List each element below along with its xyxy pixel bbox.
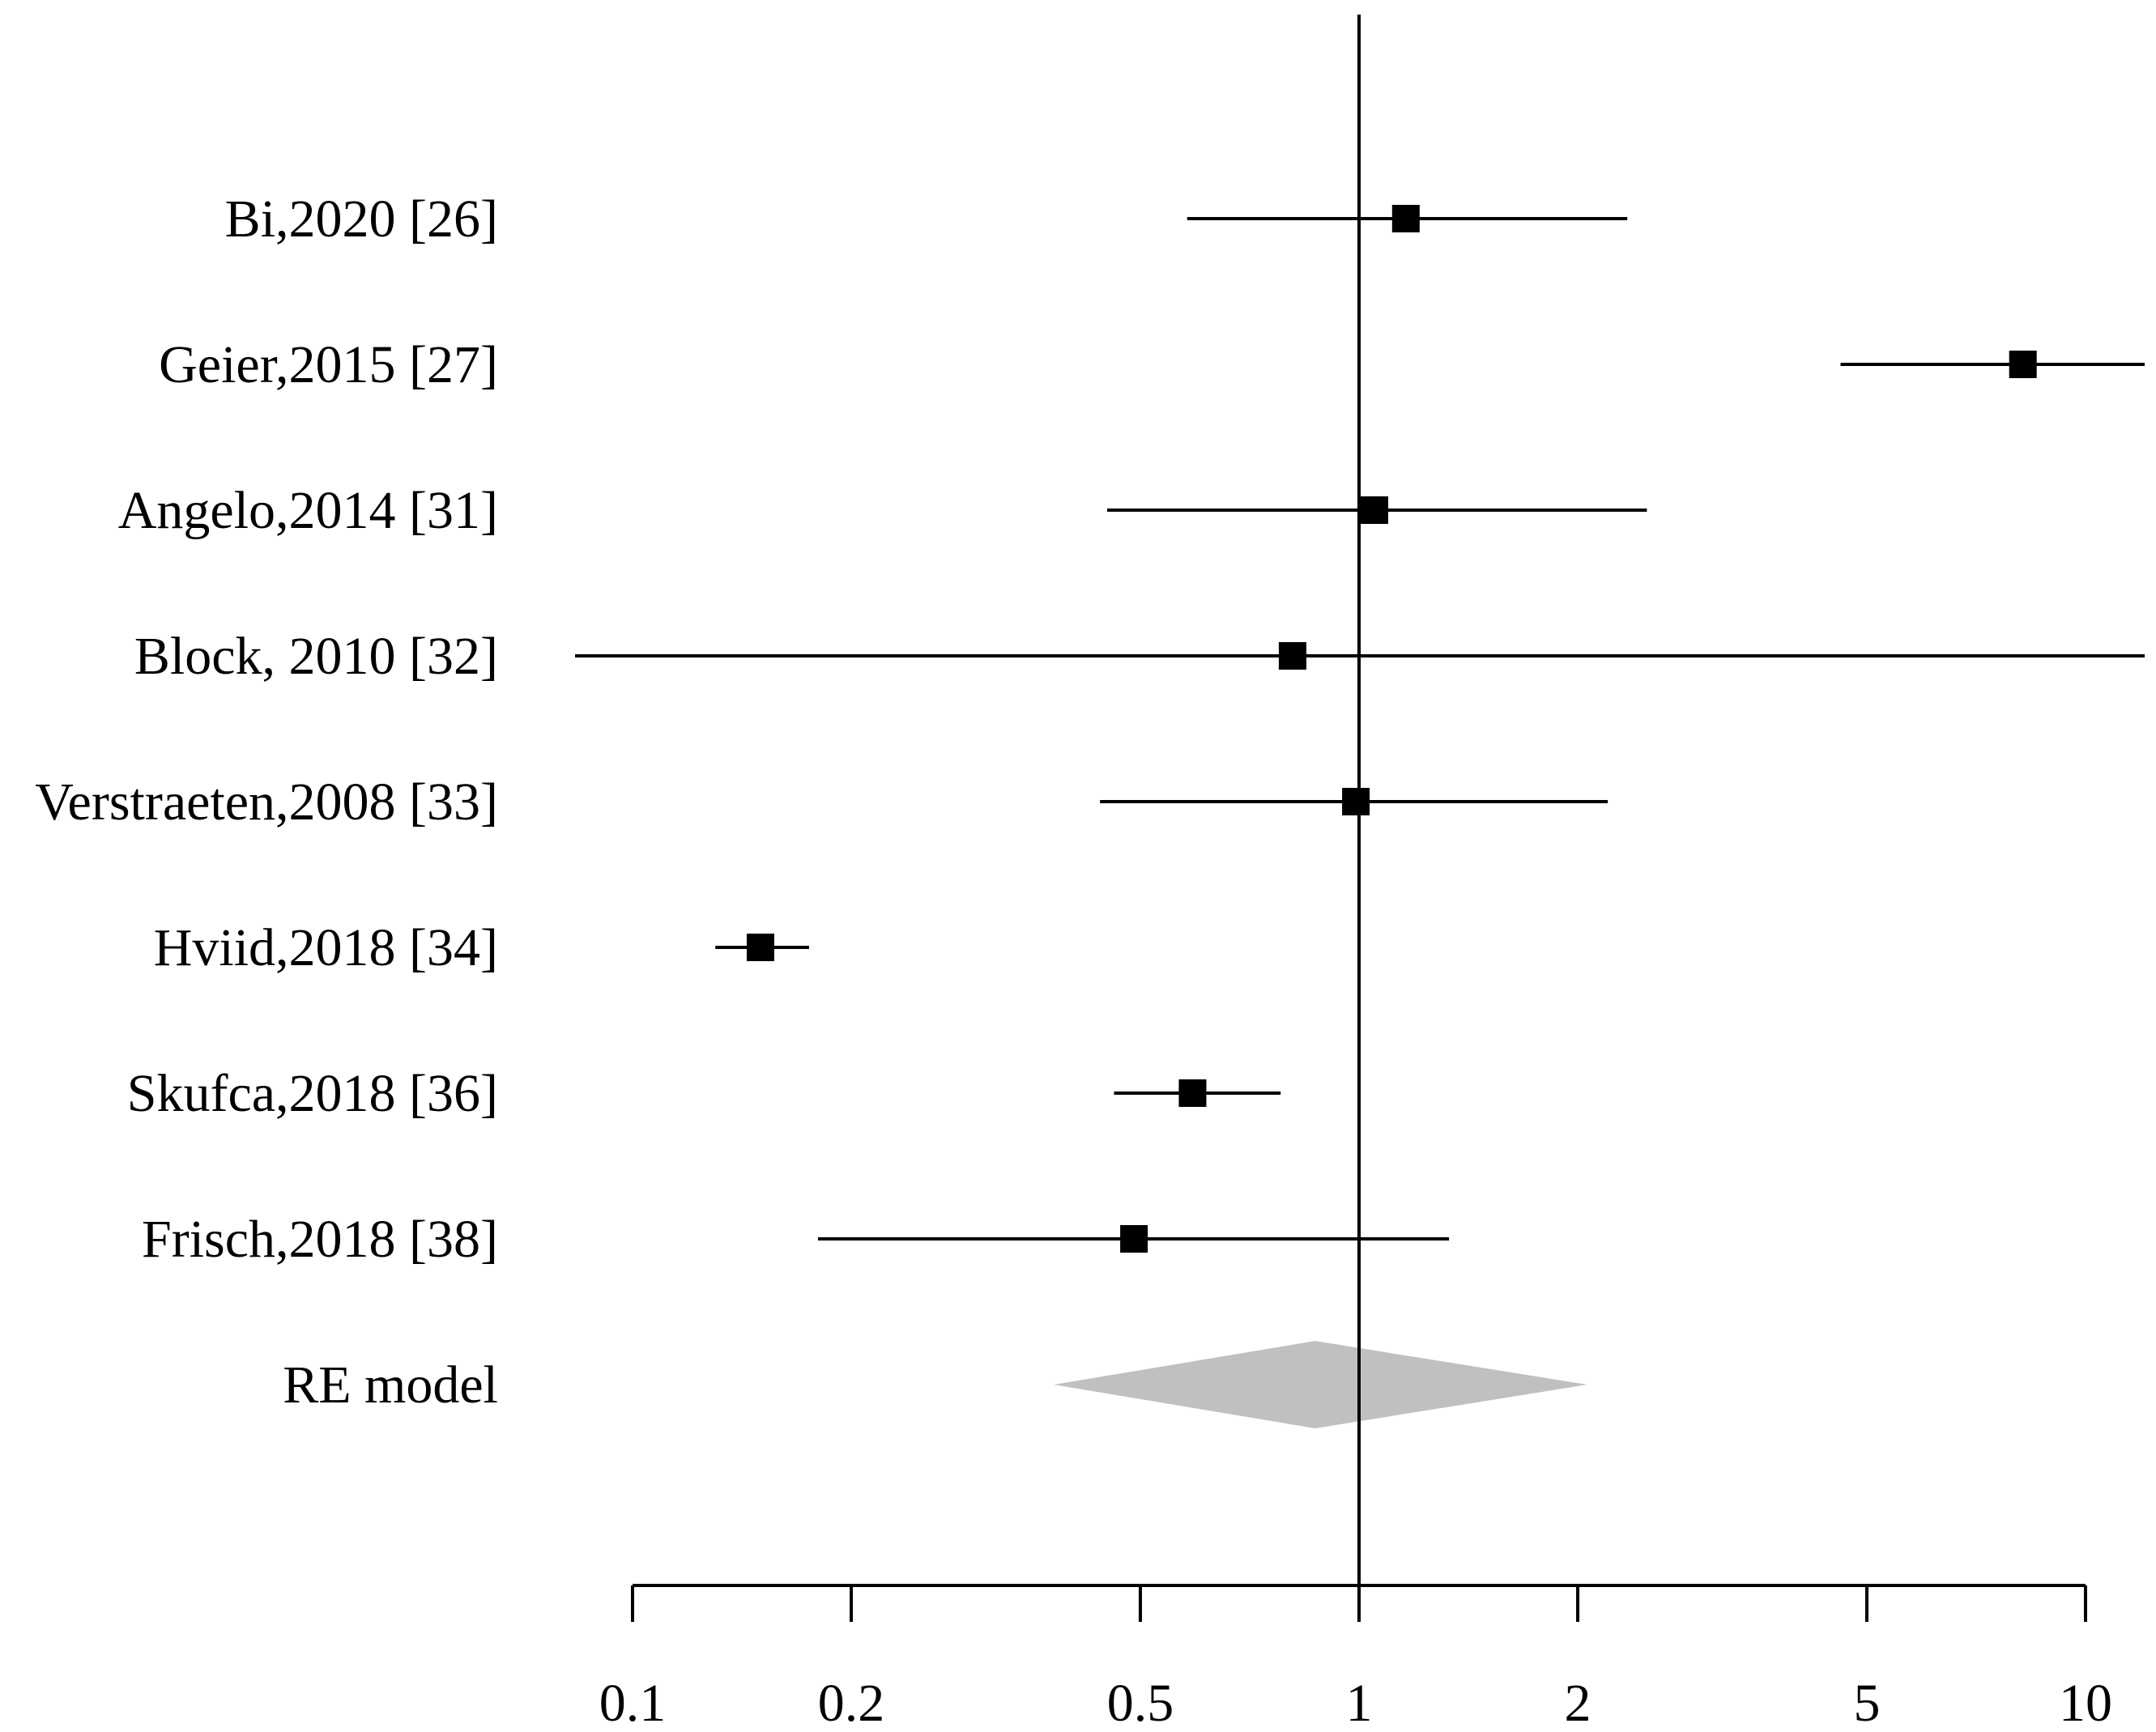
study-row: Skufca,2018 [36]: [127, 1064, 1281, 1123]
study-row: Bi,2020 [26]: [225, 189, 1628, 249]
study-label: Angelo,2014 [31]: [118, 481, 498, 540]
x-tick-label: 5: [1853, 1674, 1880, 1732]
x-tick-label: 2: [1565, 1674, 1591, 1732]
point-estimate: [1120, 1225, 1148, 1253]
study-row: Block, 2010 [32]: [134, 627, 2145, 686]
study-row: Verstraeten,2008 [33]: [35, 772, 1608, 832]
study-label: Geier,2015 [27]: [159, 335, 498, 394]
point-estimate: [1342, 788, 1370, 815]
point-estimate: [1361, 496, 1389, 524]
point-estimate: [1391, 205, 1420, 232]
x-tick-label: 10: [2059, 1674, 2112, 1732]
point-estimate: [2009, 351, 2037, 378]
summary-diamond: [1054, 1341, 1587, 1428]
x-tick-label: 0.2: [818, 1674, 885, 1732]
x-tick-label: 0.5: [1107, 1674, 1174, 1732]
study-row: Geier,2015 [27]: [159, 335, 2145, 394]
study-row: Angelo,2014 [31]: [118, 481, 1647, 540]
study-rows: Bi,2020 [26] Geier,2015 [27] Angelo,2014 […: [35, 189, 2145, 1269]
study-label: Bi,2020 [26]: [225, 189, 498, 249]
study-label: Frisch,2018 [38]: [142, 1210, 498, 1269]
point-estimate: [1178, 1079, 1207, 1107]
x-axis: 0.1 0.2 0.5 1 2 5 10: [599, 1584, 2112, 1732]
x-tick-label: 0.1: [599, 1674, 667, 1732]
study-label: Skufca,2018 [36]: [127, 1064, 498, 1123]
summary-label: RE model: [283, 1355, 498, 1415]
study-label: Hviid,2018 [34]: [154, 918, 498, 977]
x-tick-label: 1: [1346, 1674, 1373, 1732]
study-row: Hviid,2018 [34]: [154, 918, 810, 977]
study-row: Frisch,2018 [38]: [142, 1210, 1450, 1269]
summary-row: RE model: [283, 1339, 1587, 1430]
point-estimate: [746, 934, 774, 961]
study-label: Block, 2010 [32]: [134, 627, 498, 686]
study-label: Verstraeten,2008 [33]: [35, 772, 498, 832]
point-estimate: [1278, 642, 1306, 670]
